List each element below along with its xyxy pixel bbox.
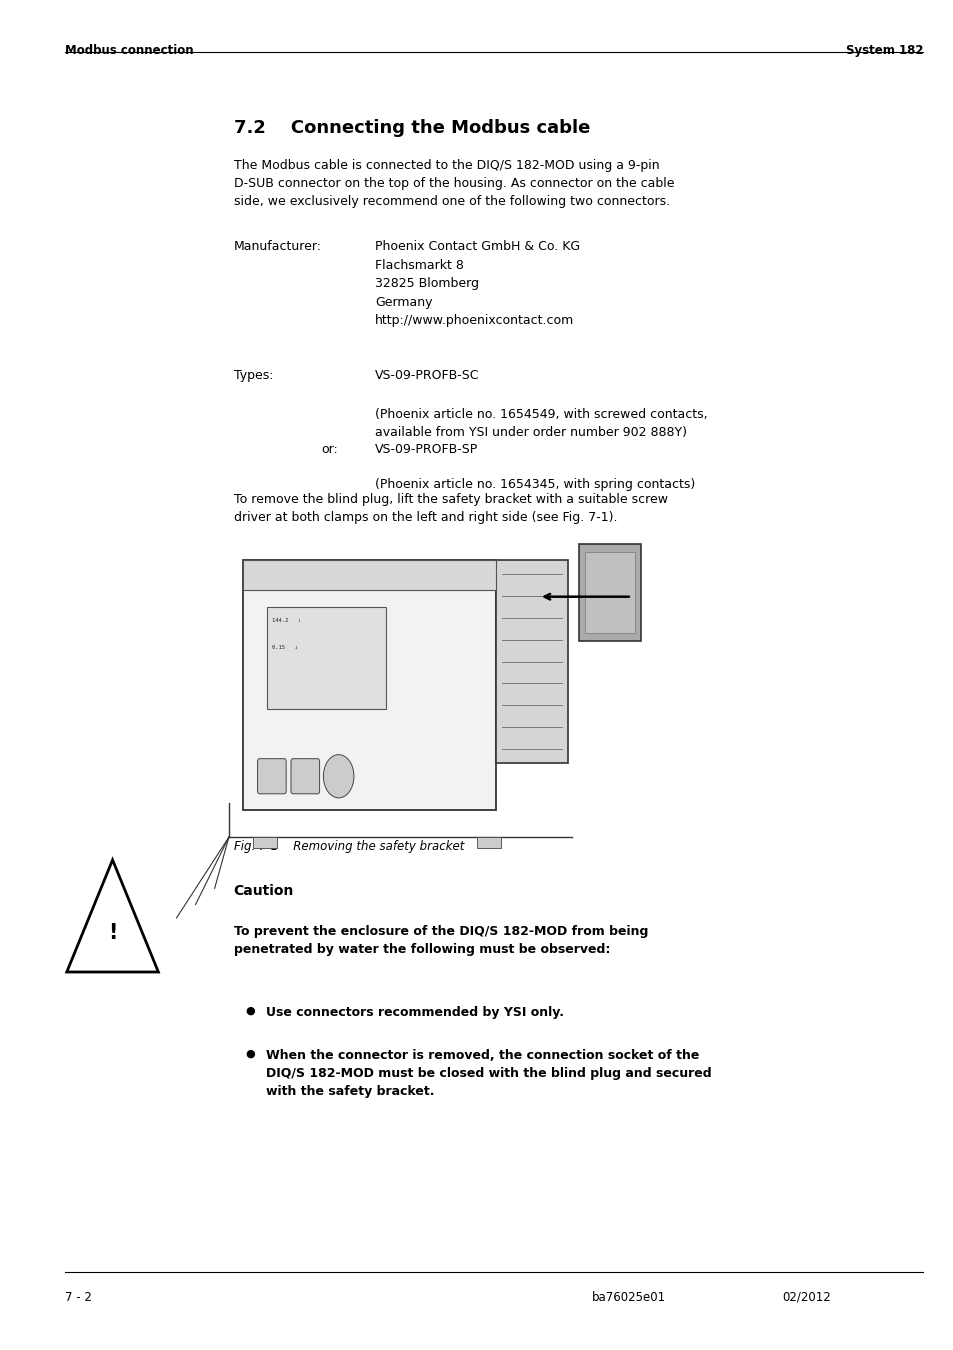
Text: To prevent the enclosure of the DIQ/S 182-MOD from being
penetrated by water the: To prevent the enclosure of the DIQ/S 18… <box>233 925 647 956</box>
Text: Phoenix Contact GmbH & Co. KG
Flachsmarkt 8
32825 Blomberg
Germany
http://www.ph: Phoenix Contact GmbH & Co. KG Flachsmark… <box>375 240 579 327</box>
Text: Manufacturer:: Manufacturer: <box>233 240 321 254</box>
FancyBboxPatch shape <box>257 759 286 794</box>
Text: Modbus connection: Modbus connection <box>65 43 193 57</box>
Text: Fig. 7-1    Removing the safety bracket: Fig. 7-1 Removing the safety bracket <box>233 840 463 853</box>
FancyBboxPatch shape <box>476 837 500 848</box>
Text: To remove the blind plug, lift the safety bracket with a suitable screw
driver a: To remove the blind plug, lift the safet… <box>233 493 667 524</box>
FancyBboxPatch shape <box>291 759 319 794</box>
FancyBboxPatch shape <box>496 560 567 763</box>
Text: Caution: Caution <box>233 884 294 898</box>
Text: VS-09-PROFB-SC: VS-09-PROFB-SC <box>375 369 479 382</box>
FancyBboxPatch shape <box>267 608 386 709</box>
FancyBboxPatch shape <box>584 552 635 633</box>
Polygon shape <box>67 860 158 972</box>
Text: or:: or: <box>321 443 338 456</box>
Text: When the connector is removed, the connection socket of the
DIQ/S 182-MOD must b: When the connector is removed, the conne… <box>266 1049 711 1098</box>
Text: Types:: Types: <box>233 369 273 382</box>
Text: System 182: System 182 <box>845 43 923 57</box>
Circle shape <box>323 755 354 798</box>
FancyBboxPatch shape <box>243 560 496 590</box>
Text: ●: ● <box>245 1049 254 1058</box>
Text: 0.15   ₂: 0.15 ₂ <box>272 645 297 651</box>
Text: 144.2   ₁: 144.2 ₁ <box>272 618 301 624</box>
Text: ●: ● <box>245 1006 254 1015</box>
FancyBboxPatch shape <box>578 544 640 641</box>
Text: !: ! <box>108 923 117 942</box>
Text: ba76025e01: ba76025e01 <box>591 1291 665 1304</box>
Text: 7 - 2: 7 - 2 <box>65 1291 91 1304</box>
Text: 02/2012: 02/2012 <box>781 1291 830 1304</box>
Text: The Modbus cable is connected to the DIQ/S 182-MOD using a 9-pin
D-SUB connector: The Modbus cable is connected to the DIQ… <box>233 159 674 208</box>
Text: Use connectors recommended by YSI only.: Use connectors recommended by YSI only. <box>266 1006 563 1019</box>
Text: (Phoenix article no. 1654549, with screwed contacts,
available from YSI under or: (Phoenix article no. 1654549, with screw… <box>375 408 707 439</box>
Text: (Phoenix article no. 1654345, with spring contacts): (Phoenix article no. 1654345, with sprin… <box>375 478 695 491</box>
Text: 7.2    Connecting the Modbus cable: 7.2 Connecting the Modbus cable <box>233 119 590 136</box>
FancyBboxPatch shape <box>253 837 276 848</box>
Text: VS-09-PROFB-SP: VS-09-PROFB-SP <box>375 443 477 456</box>
FancyBboxPatch shape <box>243 560 496 810</box>
